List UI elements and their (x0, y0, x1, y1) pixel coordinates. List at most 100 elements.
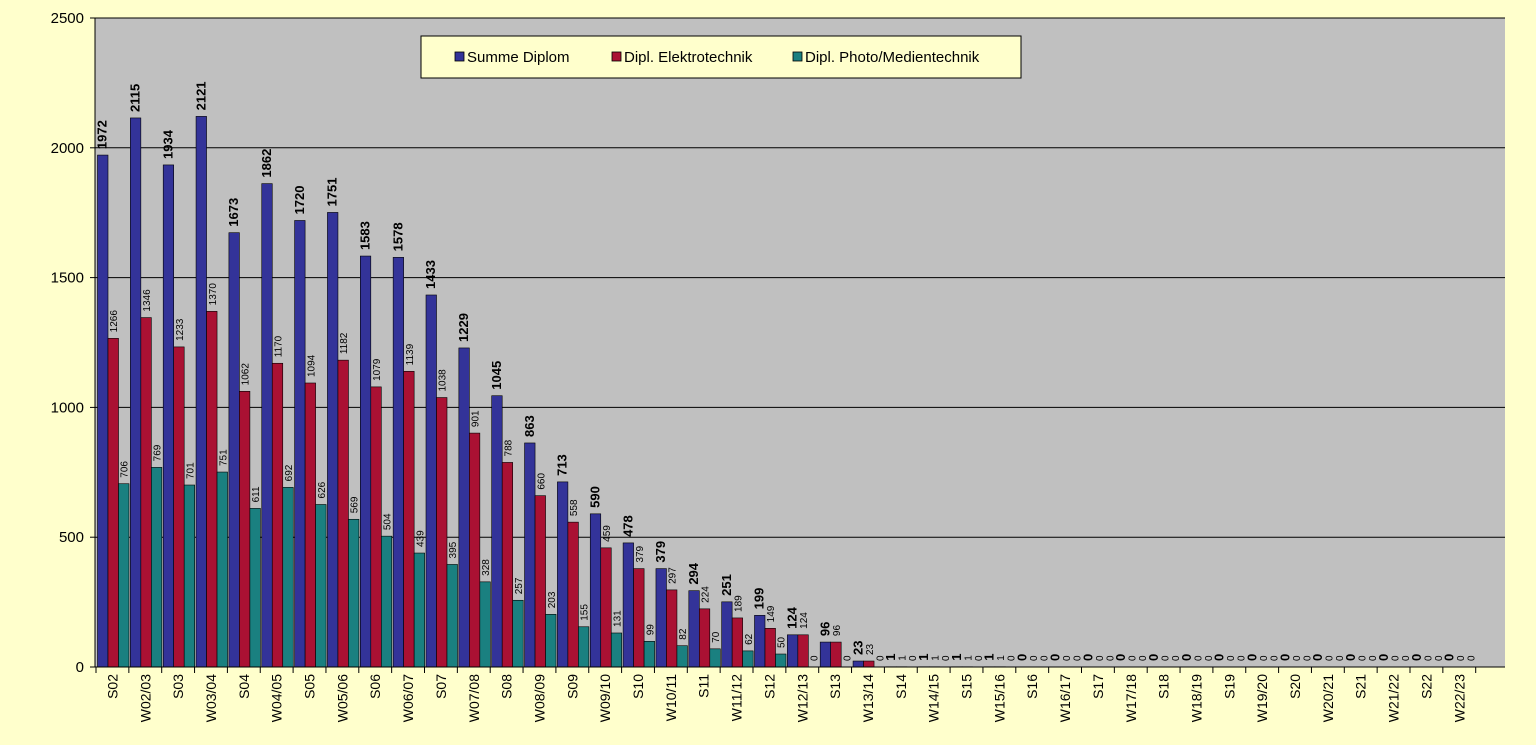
data-label: 155 (580, 604, 591, 621)
data-label: 478 (620, 515, 635, 537)
x-tick-label: W12/13 (794, 674, 810, 722)
data-label: 504 (383, 513, 394, 530)
bar (426, 295, 437, 667)
data-label: 701 (185, 462, 196, 479)
x-tick-label: S09 (564, 674, 580, 699)
x-tick-label: S11 (696, 674, 712, 698)
data-label: 660 (536, 473, 547, 490)
x-tick-label: S08 (499, 674, 515, 699)
x-tick-label: S19 (1221, 674, 1237, 699)
data-label: 0 (1423, 655, 1434, 661)
bar (831, 642, 842, 667)
data-label: 0 (1160, 655, 1171, 661)
data-label: 149 (766, 605, 777, 622)
bar (469, 433, 480, 667)
data-label: 23 (865, 643, 876, 655)
data-label: 23 (850, 641, 865, 655)
bar (623, 543, 634, 667)
bar (98, 155, 109, 667)
y-tick-label: 2000 (51, 140, 84, 157)
data-label: 751 (218, 449, 229, 466)
legend-swatch (612, 52, 621, 61)
y-tick-label: 2500 (51, 10, 84, 27)
x-tick-label: S07 (433, 674, 449, 699)
data-label: 1139 (405, 343, 416, 365)
bar (196, 116, 207, 667)
bar (820, 642, 831, 667)
data-label: 0 (1390, 655, 1401, 661)
data-label: 1934 (160, 129, 175, 159)
data-label: 224 (701, 586, 712, 603)
data-label: 611 (251, 486, 262, 502)
x-tick-label: S03 (170, 674, 186, 699)
data-label: 379 (653, 541, 668, 563)
x-tick-label: S02 (104, 674, 120, 699)
x-tick-label: W20/21 (1320, 674, 1336, 722)
legend-label: Summe Diplom (467, 49, 570, 66)
data-label: 0 (1047, 654, 1062, 661)
bar (207, 311, 218, 667)
data-label: 1038 (438, 369, 449, 392)
x-tick-label: W02/03 (137, 674, 153, 722)
bar (447, 564, 458, 667)
x-tick-label: W04/05 (269, 674, 285, 722)
bar (568, 522, 579, 667)
bar (184, 485, 195, 667)
y-tick-label: 1500 (51, 270, 84, 287)
x-tick-label: W14/15 (926, 674, 942, 722)
data-label: 0 (1095, 655, 1106, 661)
bar (250, 508, 261, 667)
data-label: 626 (317, 481, 328, 498)
data-label: 1233 (175, 318, 186, 341)
data-label: 0 (1062, 655, 1073, 661)
data-label: 713 (555, 454, 570, 476)
data-label: 1 (931, 655, 942, 661)
x-tick-label: W16/17 (1057, 674, 1073, 722)
data-label: 0 (1467, 655, 1478, 661)
data-label: 1 (949, 654, 964, 661)
data-label: 189 (733, 595, 744, 612)
bar (459, 348, 470, 667)
data-label: 1583 (358, 221, 373, 250)
data-label: 0 (1442, 654, 1457, 661)
bar (108, 338, 119, 667)
data-label: 0 (1343, 654, 1358, 661)
data-label: 1094 (306, 354, 317, 377)
x-tick-label: W15/16 (991, 674, 1007, 722)
data-label: 0 (1193, 655, 1204, 661)
x-tick-label: W09/10 (597, 674, 613, 722)
bar (348, 519, 359, 667)
bar (699, 609, 710, 667)
data-label: 96 (832, 625, 843, 637)
x-tick-label: S10 (630, 674, 646, 699)
x-tick-label: S18 (1156, 674, 1172, 699)
data-label: 788 (503, 439, 514, 456)
bar (666, 590, 677, 667)
bar (743, 651, 754, 667)
data-label: 1751 (325, 178, 340, 207)
x-tick-label: S22 (1418, 674, 1434, 699)
bar (393, 257, 404, 667)
x-tick-label: W07/08 (466, 674, 482, 722)
data-label: 82 (678, 628, 689, 640)
x-tick-label: S21 (1353, 674, 1369, 699)
x-tick-label: S12 (761, 674, 777, 699)
data-label: 0 (1456, 655, 1467, 661)
data-label: 297 (668, 567, 679, 584)
bar (611, 633, 622, 667)
x-tick-label: S17 (1090, 674, 1106, 699)
data-label: 459 (602, 525, 613, 542)
bar (163, 165, 174, 667)
x-tick-label: W11/12 (729, 674, 745, 721)
data-label: 0 (1080, 654, 1095, 661)
data-label: 569 (350, 496, 361, 513)
data-label: 62 (744, 633, 755, 645)
bar (174, 347, 185, 667)
bar (229, 233, 240, 667)
bar (689, 591, 700, 667)
bar (130, 118, 141, 667)
bar (151, 467, 162, 667)
data-label: 1972 (95, 120, 110, 149)
bar (853, 661, 864, 667)
